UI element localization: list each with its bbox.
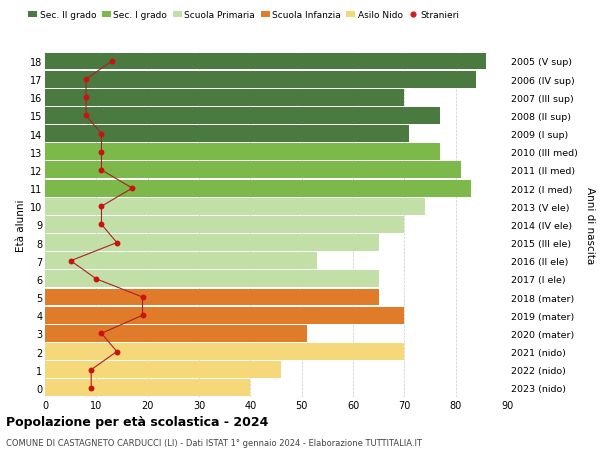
Bar — [45, 53, 487, 70]
Bar — [45, 307, 404, 324]
Bar — [45, 380, 250, 397]
Y-axis label: Anni di nascita: Anni di nascita — [585, 186, 595, 263]
Point — [66, 257, 76, 265]
Bar — [45, 271, 379, 288]
Point — [92, 275, 101, 283]
Point — [81, 112, 91, 120]
Point — [112, 239, 122, 246]
Bar — [45, 72, 476, 89]
Point — [97, 203, 106, 211]
Point — [107, 58, 116, 66]
Point — [86, 384, 96, 392]
Point — [97, 167, 106, 174]
Point — [97, 330, 106, 337]
Bar — [45, 162, 461, 179]
Point — [97, 131, 106, 138]
Bar — [45, 361, 281, 378]
Bar — [45, 343, 404, 360]
Bar — [45, 108, 440, 125]
Bar — [45, 180, 471, 197]
Bar — [45, 198, 425, 215]
Text: Popolazione per età scolastica - 2024: Popolazione per età scolastica - 2024 — [6, 415, 268, 428]
Text: COMUNE DI CASTAGNETO CARDUCCI (LI) - Dati ISTAT 1° gennaio 2024 - Elaborazione T: COMUNE DI CASTAGNETO CARDUCCI (LI) - Dat… — [6, 438, 422, 448]
Bar — [45, 90, 404, 106]
Point — [81, 76, 91, 84]
Bar — [45, 126, 409, 143]
Bar — [45, 235, 379, 252]
Point — [112, 348, 122, 355]
Point — [86, 366, 96, 374]
Bar — [45, 289, 379, 306]
Bar — [45, 325, 307, 342]
Point — [81, 95, 91, 102]
Point — [97, 221, 106, 229]
Bar — [45, 144, 440, 161]
Point — [138, 294, 148, 301]
Legend: Sec. II grado, Sec. I grado, Scuola Primaria, Scuola Infanzia, Asilo Nido, Stran: Sec. II grado, Sec. I grado, Scuola Prim… — [25, 7, 463, 23]
Point — [97, 149, 106, 156]
Point — [127, 185, 137, 192]
Y-axis label: Età alunni: Età alunni — [16, 199, 26, 251]
Point — [138, 312, 148, 319]
Bar — [45, 217, 404, 233]
Bar — [45, 253, 317, 269]
